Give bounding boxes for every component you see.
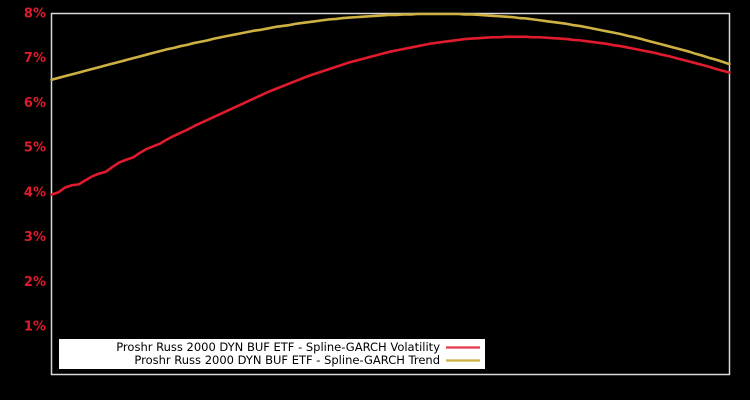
y-tick-label: 8%: [24, 7, 46, 22]
y-tick-label: 5%: [24, 141, 46, 156]
legend-label-volatility: Proshr Russ 2000 DYN BUF ETF - Spline-GA…: [116, 340, 440, 354]
y-tick-label: 6%: [24, 96, 46, 111]
chart-legend[interactable]: Proshr Russ 2000 DYN BUF ETF - Spline-GA…: [58, 338, 486, 370]
y-tick-label: 2%: [24, 275, 46, 290]
series-line-trend: [50, 12, 731, 82]
legend-label-trend: Proshr Russ 2000 DYN BUF ETF - Spline-GA…: [134, 353, 440, 367]
legend-background: [58, 338, 486, 370]
y-axis-tick-labels: 8% 7% 6% 5% 4% 3% 2% 1%: [24, 7, 46, 335]
series-line-volatility: [50, 35, 731, 196]
y-tick-label: 3%: [24, 230, 46, 245]
y-tick-label: 7%: [24, 51, 46, 66]
series-lines: [50, 12, 731, 196]
y-tick-label: 4%: [24, 185, 46, 200]
y-tick-label: 1%: [24, 320, 46, 335]
